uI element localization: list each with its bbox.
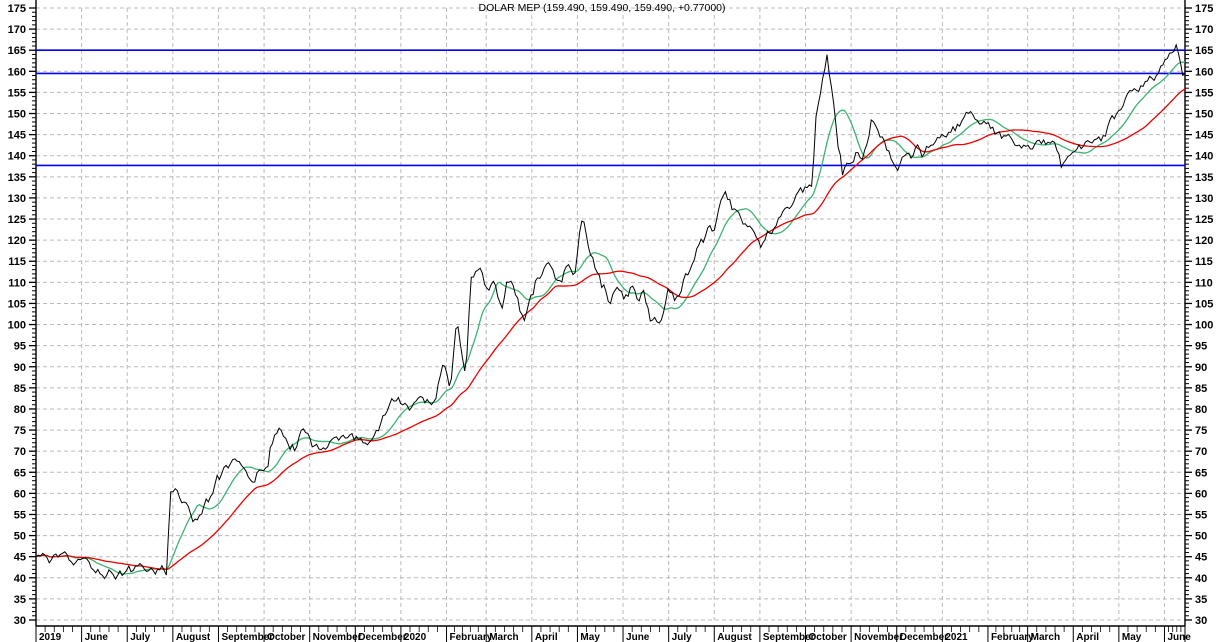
svg-text:30: 30 bbox=[14, 615, 26, 627]
svg-text:140: 140 bbox=[1195, 151, 1213, 163]
svg-text:45: 45 bbox=[1195, 552, 1207, 564]
svg-text:160: 160 bbox=[8, 66, 26, 78]
svg-text:125: 125 bbox=[1195, 214, 1213, 226]
svg-text:155: 155 bbox=[8, 87, 26, 99]
svg-text:105: 105 bbox=[8, 298, 26, 310]
svg-text:130: 130 bbox=[8, 193, 26, 205]
svg-text:75: 75 bbox=[14, 425, 26, 437]
svg-text:May: May bbox=[580, 632, 600, 642]
svg-text:125: 125 bbox=[8, 214, 26, 226]
svg-text:90: 90 bbox=[1195, 362, 1207, 374]
svg-text:135: 135 bbox=[1195, 172, 1213, 184]
svg-text:September: September bbox=[763, 632, 815, 642]
svg-text:December: December bbox=[358, 632, 406, 642]
svg-text:June: June bbox=[626, 632, 650, 642]
svg-text:155: 155 bbox=[1195, 87, 1213, 99]
svg-text:45: 45 bbox=[14, 552, 26, 564]
svg-text:145: 145 bbox=[8, 130, 26, 142]
svg-text:80: 80 bbox=[14, 404, 26, 416]
svg-text:30: 30 bbox=[1195, 615, 1207, 627]
svg-text:May: May bbox=[1122, 632, 1142, 642]
svg-text:70: 70 bbox=[1195, 446, 1207, 458]
svg-text:August: August bbox=[176, 632, 211, 642]
svg-text:September: September bbox=[221, 632, 273, 642]
svg-text:150: 150 bbox=[8, 109, 26, 121]
svg-text:65: 65 bbox=[14, 467, 26, 479]
svg-text:100: 100 bbox=[8, 320, 26, 332]
svg-text:60: 60 bbox=[14, 488, 26, 500]
svg-text:145: 145 bbox=[1195, 130, 1213, 142]
svg-text:August: August bbox=[717, 632, 752, 642]
svg-text:95: 95 bbox=[1195, 341, 1207, 353]
svg-text:November: November bbox=[854, 632, 903, 642]
svg-text:40: 40 bbox=[14, 573, 26, 585]
svg-text:April: April bbox=[535, 632, 558, 642]
svg-text:115: 115 bbox=[1195, 256, 1213, 268]
svg-text:55: 55 bbox=[1195, 509, 1207, 521]
svg-text:60: 60 bbox=[1195, 488, 1207, 500]
svg-text:120: 120 bbox=[1195, 235, 1213, 247]
svg-text:140: 140 bbox=[8, 151, 26, 163]
svg-text:DOLAR MEP (159.490, 159.490, 1: DOLAR MEP (159.490, 159.490, 159.490, +0… bbox=[478, 2, 725, 14]
svg-text:95: 95 bbox=[14, 341, 26, 353]
svg-text:170: 170 bbox=[1195, 24, 1213, 36]
svg-text:175: 175 bbox=[8, 3, 26, 15]
svg-text:July: July bbox=[130, 632, 150, 642]
svg-text:160: 160 bbox=[1195, 66, 1213, 78]
svg-text:April: April bbox=[1076, 632, 1099, 642]
svg-text:165: 165 bbox=[8, 45, 26, 57]
svg-text:165: 165 bbox=[1195, 45, 1213, 57]
svg-text:135: 135 bbox=[8, 172, 26, 184]
svg-text:115: 115 bbox=[8, 256, 26, 268]
svg-text:50: 50 bbox=[1195, 531, 1207, 543]
svg-text:December: December bbox=[900, 632, 948, 642]
svg-text:35: 35 bbox=[14, 594, 26, 606]
svg-text:175: 175 bbox=[1195, 3, 1213, 15]
svg-text:35: 35 bbox=[1195, 594, 1207, 606]
svg-text:November: November bbox=[313, 632, 362, 642]
svg-text:55: 55 bbox=[14, 509, 26, 521]
svg-text:2019: 2019 bbox=[39, 632, 62, 642]
svg-text:100: 100 bbox=[1195, 320, 1213, 332]
svg-text:June: June bbox=[85, 632, 109, 642]
svg-text:110: 110 bbox=[1195, 277, 1213, 289]
svg-text:65: 65 bbox=[1195, 467, 1207, 479]
svg-text:June: June bbox=[1167, 632, 1191, 642]
svg-text:130: 130 bbox=[1195, 193, 1213, 205]
svg-text:July: July bbox=[672, 632, 692, 642]
svg-text:March: March bbox=[489, 632, 518, 642]
svg-text:85: 85 bbox=[1195, 383, 1207, 395]
svg-text:70: 70 bbox=[14, 446, 26, 458]
svg-text:120: 120 bbox=[8, 235, 26, 247]
svg-text:2021: 2021 bbox=[945, 632, 968, 642]
svg-text:March: March bbox=[1031, 632, 1060, 642]
svg-text:110: 110 bbox=[8, 277, 26, 289]
svg-text:October: October bbox=[267, 632, 305, 642]
svg-text:October: October bbox=[808, 632, 846, 642]
svg-text:80: 80 bbox=[1195, 404, 1207, 416]
svg-text:2020: 2020 bbox=[404, 632, 427, 642]
svg-text:85: 85 bbox=[14, 383, 26, 395]
svg-text:170: 170 bbox=[8, 24, 26, 36]
svg-text:90: 90 bbox=[14, 362, 26, 374]
svg-text:50: 50 bbox=[14, 531, 26, 543]
svg-text:150: 150 bbox=[1195, 109, 1213, 121]
svg-text:40: 40 bbox=[1195, 573, 1207, 585]
svg-text:75: 75 bbox=[1195, 425, 1207, 437]
svg-text:105: 105 bbox=[1195, 298, 1213, 310]
